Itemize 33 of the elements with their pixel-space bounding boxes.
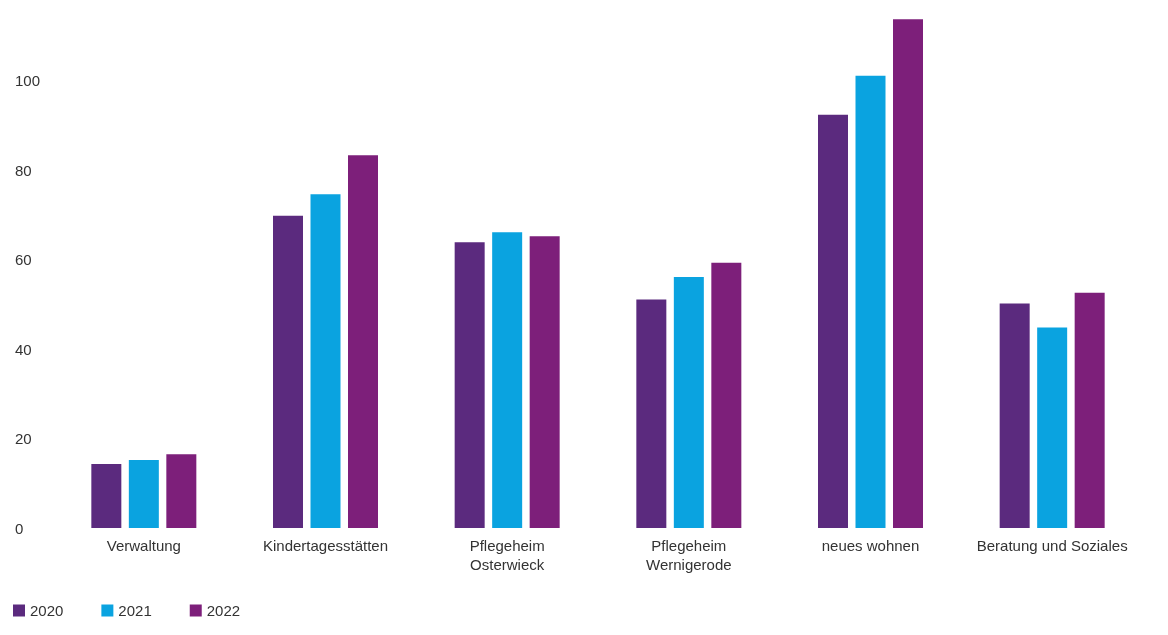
legend-label: 2022	[206, 602, 241, 619]
bar	[273, 215, 303, 528]
bar	[818, 114, 848, 528]
legend-label: 2021	[118, 602, 152, 619]
bar	[91, 464, 122, 528]
bar	[636, 299, 667, 528]
x-tick-label: Pflegeheim Osterwieck	[469, 537, 545, 573]
y-tick-label: 40	[15, 340, 32, 358]
bar	[711, 262, 742, 528]
bar	[166, 454, 197, 528]
y-tick-label: 100	[15, 72, 41, 90]
bar	[310, 194, 341, 528]
bar	[999, 303, 1030, 528]
bar	[128, 460, 159, 528]
legend-label: 2020	[30, 602, 64, 619]
bar	[673, 277, 704, 528]
y-tick-label: 60	[15, 251, 32, 269]
bar	[454, 242, 485, 528]
y-tick-label: 20	[15, 430, 32, 448]
x-tick-label: neues wohnen	[821, 537, 920, 554]
x-tick-label: Verwaltung	[106, 537, 181, 554]
bar	[1037, 327, 1068, 528]
bar	[348, 155, 378, 528]
x-tick-label: Kindertagesstätten	[262, 537, 389, 554]
bar	[893, 19, 923, 528]
bar	[529, 236, 560, 528]
bar	[492, 232, 523, 528]
x-tick-label: Pflegeheim Wernigerode	[646, 537, 732, 573]
y-tick-label: 80	[15, 161, 32, 179]
x-tick-label: Beratung und Soziales	[976, 537, 1128, 554]
bar	[855, 75, 886, 528]
y-tick-label: 0	[15, 519, 24, 537]
bar	[1074, 292, 1105, 528]
